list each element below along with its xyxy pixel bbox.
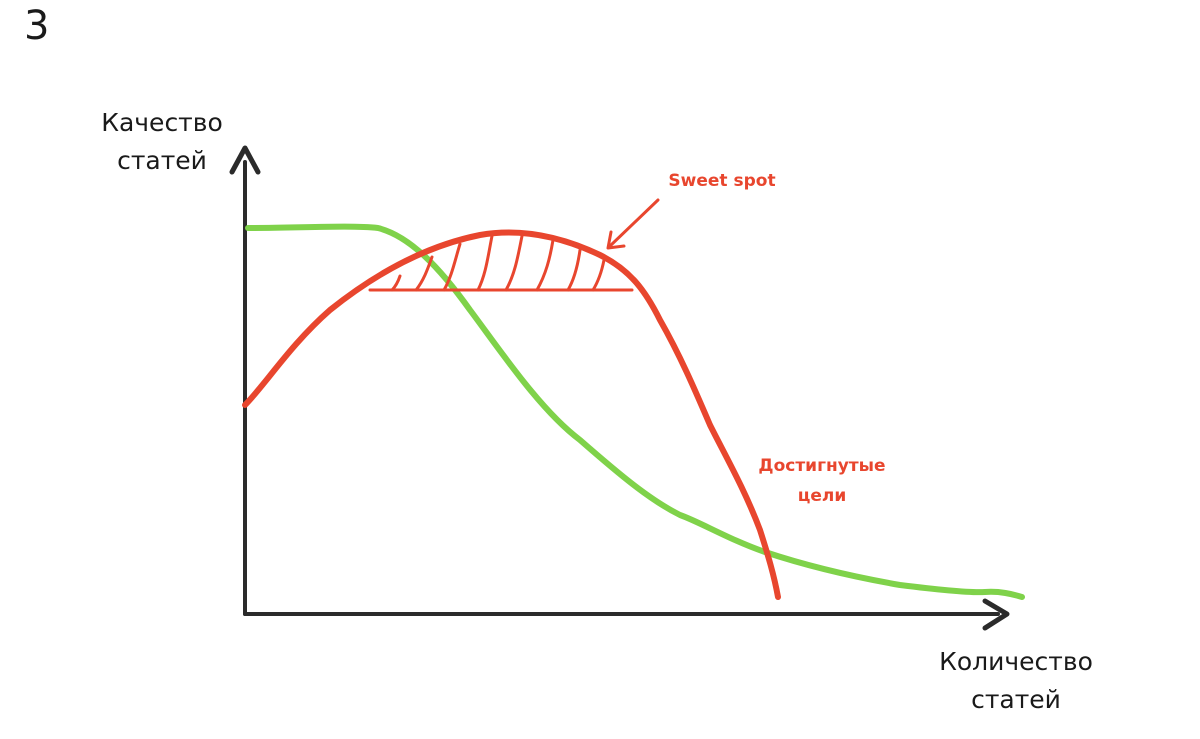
y-axis-label-line2: статей [117,146,207,175]
hatch-line [390,274,402,292]
quality-curve [245,223,1025,600]
x-axis-label: Количество статей [916,643,1116,719]
sweet-spot-arrow-shaft [608,198,660,248]
axes [229,145,1010,631]
hatch-line [414,255,434,292]
goals-curve-label: Достигнутые цели [742,451,902,511]
y-axis-label: Качество статей [62,104,262,180]
x-axis-arrowhead [982,598,1010,631]
x-axis-label-line1: Количество [939,647,1093,676]
hatch-line [476,234,494,292]
hatch-line [535,238,555,292]
sweet-spot-hatching [390,234,606,292]
goals-curve [242,229,781,600]
y-axis-arrowhead [229,145,261,175]
sweet-spot-arrow [606,198,660,250]
x-axis-label-line2: статей [971,685,1061,714]
hatch-line [591,258,606,292]
sweet-spot-label: Sweet spot [668,171,776,191]
goals-label-line2: цели [797,486,847,506]
hatch-line [442,242,462,292]
hatch-line [504,234,524,292]
slide-number: 3 [24,3,50,49]
goals-label-line1: Достигнутые [758,456,886,476]
sweet-spot-arrow-head [606,230,626,250]
y-axis-label-line1: Качество [101,108,223,137]
hatch-line [566,248,582,292]
